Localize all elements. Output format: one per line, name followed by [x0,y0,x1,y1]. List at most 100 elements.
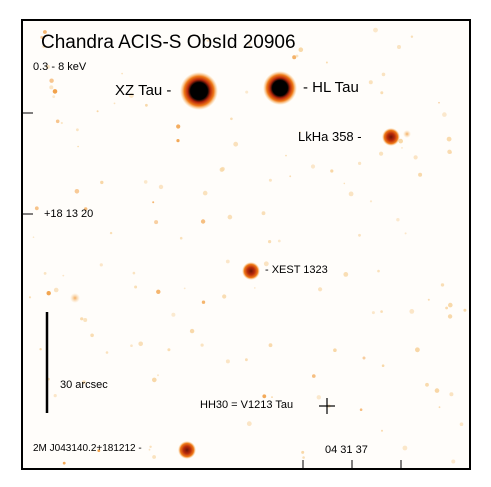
xest-1323-label: - XEST 1323 [265,264,328,276]
noise-speck [459,422,464,427]
noise-speck [97,449,101,452]
noise-speck [39,348,42,351]
noise-speck [333,348,337,353]
noise-speck [233,141,239,147]
noise-speck [362,356,366,360]
ra-axis-label: 04 31 37 [325,444,368,456]
energy-band-label: 0.3 - 8 keV [33,61,87,73]
noise-speck [96,110,99,113]
noise-speck [425,382,429,387]
noise-speck [230,117,233,121]
ra-axis-ticks [302,460,402,470]
noise-speck [132,271,136,275]
noise-speck [302,456,305,459]
noise-speck [130,344,133,348]
noise-speck [359,408,363,412]
noise-speck [201,300,206,304]
noise-speck [369,200,373,203]
noise-speck [381,364,385,368]
noise-speck [442,112,447,117]
noise-speck [380,310,383,313]
noise-speck [358,161,362,165]
noise-speck [152,455,157,459]
noise-speck [43,272,47,275]
noise-speck [245,90,249,94]
noise-speck [200,219,206,224]
noise-speck [76,128,79,132]
noise-speck [49,78,54,83]
noise-speck [262,394,267,399]
noise-speck [80,317,84,321]
noise-speck [245,358,248,362]
xest-1323-source [242,262,260,280]
noise-speck [261,211,266,216]
noise-speck [225,359,230,364]
noise-speck [427,298,430,301]
noise-speck [448,302,453,308]
noise-speck [377,269,380,273]
noise-speck [410,35,414,38]
scale-bar-label: 30 arcsec [60,379,108,391]
noise-speck [330,169,334,173]
noise-speck [379,151,384,156]
noise-speck [179,236,183,240]
noise-speck [449,392,454,397]
noise-speck [401,147,403,149]
noise-speck [371,311,375,315]
noise-speck [52,95,56,98]
noise-speck [268,343,273,348]
image-frame [21,19,471,470]
noise-speck [440,283,445,287]
noise-speck [277,239,281,243]
noise-speck [82,380,86,385]
noise-speck [176,139,180,143]
background-noise [28,27,467,465]
noise-speck [90,333,94,338]
noise-speck [298,47,304,52]
hl-tau-source [263,71,297,105]
noise-speck [447,314,453,319]
noise-speck [402,445,408,451]
noise-speck [154,220,159,225]
noise-speck [152,201,155,204]
lkha-358-label: LkHa 358 - [298,129,362,144]
noise-speck [246,421,252,427]
twomass-source [178,441,196,459]
noise-speck [77,145,79,148]
noise-speck [415,347,420,353]
noise-speck [449,151,452,154]
figure-title: Chandra ACIS-S ObsId 20906 [41,32,296,53]
noise-speck [148,448,151,451]
noise-speck [310,164,316,169]
noise-speck [292,55,297,60]
noise-speck [138,341,143,347]
xz-tau-source [180,72,218,110]
noise-speck [156,289,161,294]
noise-speck [248,43,251,46]
noise-speck [418,172,423,177]
noise-speck [109,231,113,235]
noise-speck [100,180,104,185]
noise-speck [343,272,349,277]
noise-speck [348,191,354,197]
noise-speck [381,72,386,77]
noise-speck [413,155,418,160]
noise-speck [289,175,292,178]
hl-tau-label: - HL Tau [303,79,359,96]
noise-speck [157,374,159,377]
noise-speck [134,285,138,289]
noise-speck [171,312,176,317]
noise-speck [113,102,116,105]
noise-speck [295,54,299,58]
noise-speck [149,445,152,448]
noise-speck [318,287,323,292]
noise-speck [445,306,448,310]
noise-speck [128,93,134,98]
hh30-cross-marker [319,398,335,414]
noise-speck [397,45,401,49]
noise-speck [189,328,195,334]
noise-speck [152,377,157,383]
noise-speck [404,232,407,235]
noise-speck [254,287,256,289]
